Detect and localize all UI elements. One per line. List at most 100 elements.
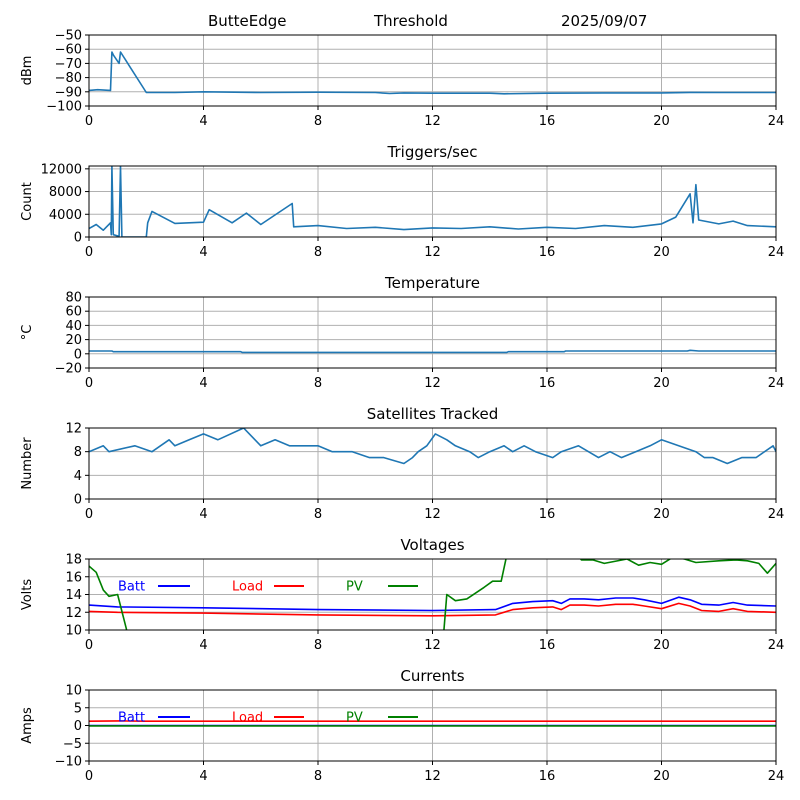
- xtick-label-currents-2: 8: [314, 769, 322, 784]
- header-station: ButteEdge: [208, 12, 287, 30]
- panel-triggers: 0 4 8 12 16 20 24 0 4000 8000 12000 Triggers/sec Cou…: [20, 143, 784, 260]
- ytick-label-temperature-3: 40: [65, 319, 82, 334]
- xtick-label-temperature-2: 8: [314, 376, 322, 391]
- xtick-label-triggers-6: 24: [768, 245, 785, 260]
- ytick-label-voltages-2: 14: [65, 588, 82, 603]
- gridlines-triggers: [88, 166, 777, 238]
- ytick-label-voltages-4: 18: [65, 553, 82, 568]
- ytick-label-signal-0: −100: [46, 100, 82, 115]
- series-line-signal-series: [89, 51, 776, 95]
- xtick-label-signal-6: 24: [768, 114, 785, 129]
- legend-voltages: Batt Load PV: [118, 580, 418, 595]
- xtick-label-temperature-4: 16: [539, 376, 556, 391]
- panel-signal: 0 4 8 12 16 20 24 −100−90−80−70−60−50 dBm: [20, 29, 784, 130]
- y-axis-label-voltages: Volts: [20, 579, 35, 611]
- xtick-label-signal-4: 16: [539, 114, 556, 129]
- xtick-label-voltages-4: 16: [539, 638, 556, 653]
- ytick-label-signal-5: −50: [55, 29, 82, 44]
- y-axis-label-satellites: Number: [20, 437, 35, 490]
- panel-title-currents: Currents: [400, 667, 464, 685]
- xtick-label-voltages-1: 4: [199, 638, 207, 653]
- figure-header: ButteEdge Threshold 2025/09/07: [208, 12, 647, 30]
- ytick-label-currents-1: −5: [63, 737, 82, 752]
- xtick-label-currents-0: 0: [85, 769, 93, 784]
- xtick-label-signal-1: 4: [199, 114, 207, 129]
- xtick-label-triggers-1: 4: [199, 245, 207, 260]
- xtick-label-temperature-1: 4: [199, 376, 207, 391]
- ytick-label-temperature-2: 20: [65, 333, 82, 348]
- xtick-label-temperature-3: 12: [424, 376, 441, 391]
- panel-title-satellites: Satellites Tracked: [367, 405, 498, 423]
- ytick-label-temperature-1: 0: [74, 347, 82, 362]
- xtick-label-satellites-3: 12: [424, 507, 441, 522]
- ytick-label-triggers-1: 4000: [49, 208, 82, 223]
- legend-label-currents-batt: Batt: [118, 711, 145, 726]
- xtick-label-voltages-5: 20: [653, 638, 670, 653]
- xtick-label-satellites-2: 8: [314, 507, 322, 522]
- legend-label-voltages-pv: PV: [346, 580, 363, 595]
- series-line-satellites-series: [89, 428, 776, 465]
- xtick-label-currents-3: 12: [424, 769, 441, 784]
- xtick-label-signal-0: 0: [85, 114, 93, 129]
- series-line-voltages-pv: [89, 559, 776, 630]
- ytick-label-signal-2: −80: [55, 71, 82, 86]
- ytick-label-currents-4: 10: [65, 684, 82, 699]
- gridlines-temperature: [88, 296, 777, 369]
- ytick-label-temperature-4: 60: [65, 305, 82, 320]
- legend-label-currents-load: Load: [232, 711, 263, 726]
- panel-title-voltages: Voltages: [400, 536, 464, 554]
- panel-title-triggers: Triggers/sec: [387, 143, 478, 161]
- ytick-label-signal-4: −60: [55, 43, 82, 58]
- panel-voltages: 0 4 8 12 16 20 24 10 12 14 16 18 Voltages Volts Batt Lo…: [20, 536, 784, 653]
- xtick-label-satellites-0: 0: [85, 507, 93, 522]
- ytick-label-satellites-1: 4: [74, 469, 82, 484]
- xtick-label-satellites-6: 24: [768, 507, 785, 522]
- y-axis-label-temperature: °C: [20, 325, 35, 341]
- xtick-label-currents-6: 24: [768, 769, 785, 784]
- panel-currents: 0 4 8 12 16 20 24 −10 −5 0 5 10 Currents Amps Batt Load…: [20, 667, 784, 784]
- xtick-label-currents-4: 16: [539, 769, 556, 784]
- series-line-temperature-series: [89, 349, 776, 354]
- xtick-label-temperature-0: 0: [85, 376, 93, 391]
- ytick-label-triggers-2: 8000: [49, 185, 82, 200]
- series-line-voltages-load: [89, 602, 776, 617]
- legend-currents: Batt Load PV: [118, 711, 418, 726]
- header-date: 2025/09/07: [561, 12, 647, 30]
- ytick-label-triggers-0: 0: [74, 231, 82, 246]
- xtick-label-currents-1: 4: [199, 769, 207, 784]
- legend-label-currents-pv: PV: [346, 711, 363, 726]
- xtick-label-signal-2: 8: [314, 114, 322, 129]
- xtick-label-triggers-2: 8: [314, 245, 322, 260]
- y-axis-label-triggers: Count: [20, 182, 35, 221]
- xtick-label-triggers-5: 20: [653, 245, 670, 260]
- xtick-label-satellites-5: 20: [653, 507, 670, 522]
- series-line-triggers-series: [89, 166, 776, 237]
- xtick-label-satellites-4: 16: [539, 507, 556, 522]
- ytick-label-voltages-3: 16: [65, 570, 82, 585]
- legend-label-voltages-load: Load: [232, 580, 263, 595]
- xtick-label-triggers-0: 0: [85, 245, 93, 260]
- ytick-label-currents-3: 5: [74, 701, 82, 716]
- xtick-label-temperature-6: 24: [768, 376, 785, 391]
- xtick-label-signal-5: 20: [653, 114, 670, 129]
- series-line-voltages-batt: [89, 596, 776, 612]
- xtick-label-voltages-2: 8: [314, 638, 322, 653]
- legend-label-voltages-batt: Batt: [118, 580, 145, 595]
- ytick-label-satellites-3: 12: [65, 422, 82, 437]
- ytick-label-temperature-0: −20: [55, 362, 82, 377]
- xtick-label-temperature-5: 20: [653, 376, 670, 391]
- xtick-label-voltages-0: 0: [85, 638, 93, 653]
- ytick-label-triggers-3: 12000: [41, 162, 82, 177]
- ytick-label-currents-0: −10: [55, 755, 82, 770]
- gridlines-voltages: [88, 558, 777, 631]
- xtick-label-triggers-3: 12: [424, 245, 441, 260]
- xtick-label-currents-5: 20: [653, 769, 670, 784]
- ytick-label-satellites-2: 8: [74, 445, 82, 460]
- xtick-label-signal-3: 12: [424, 114, 441, 129]
- ytick-label-currents-2: 0: [74, 719, 82, 734]
- header-mode: Threshold: [373, 12, 448, 30]
- ytick-label-voltages-0: 10: [65, 624, 82, 639]
- ytick-label-temperature-5: 80: [65, 291, 82, 306]
- panel-title-temperature: Temperature: [384, 274, 480, 292]
